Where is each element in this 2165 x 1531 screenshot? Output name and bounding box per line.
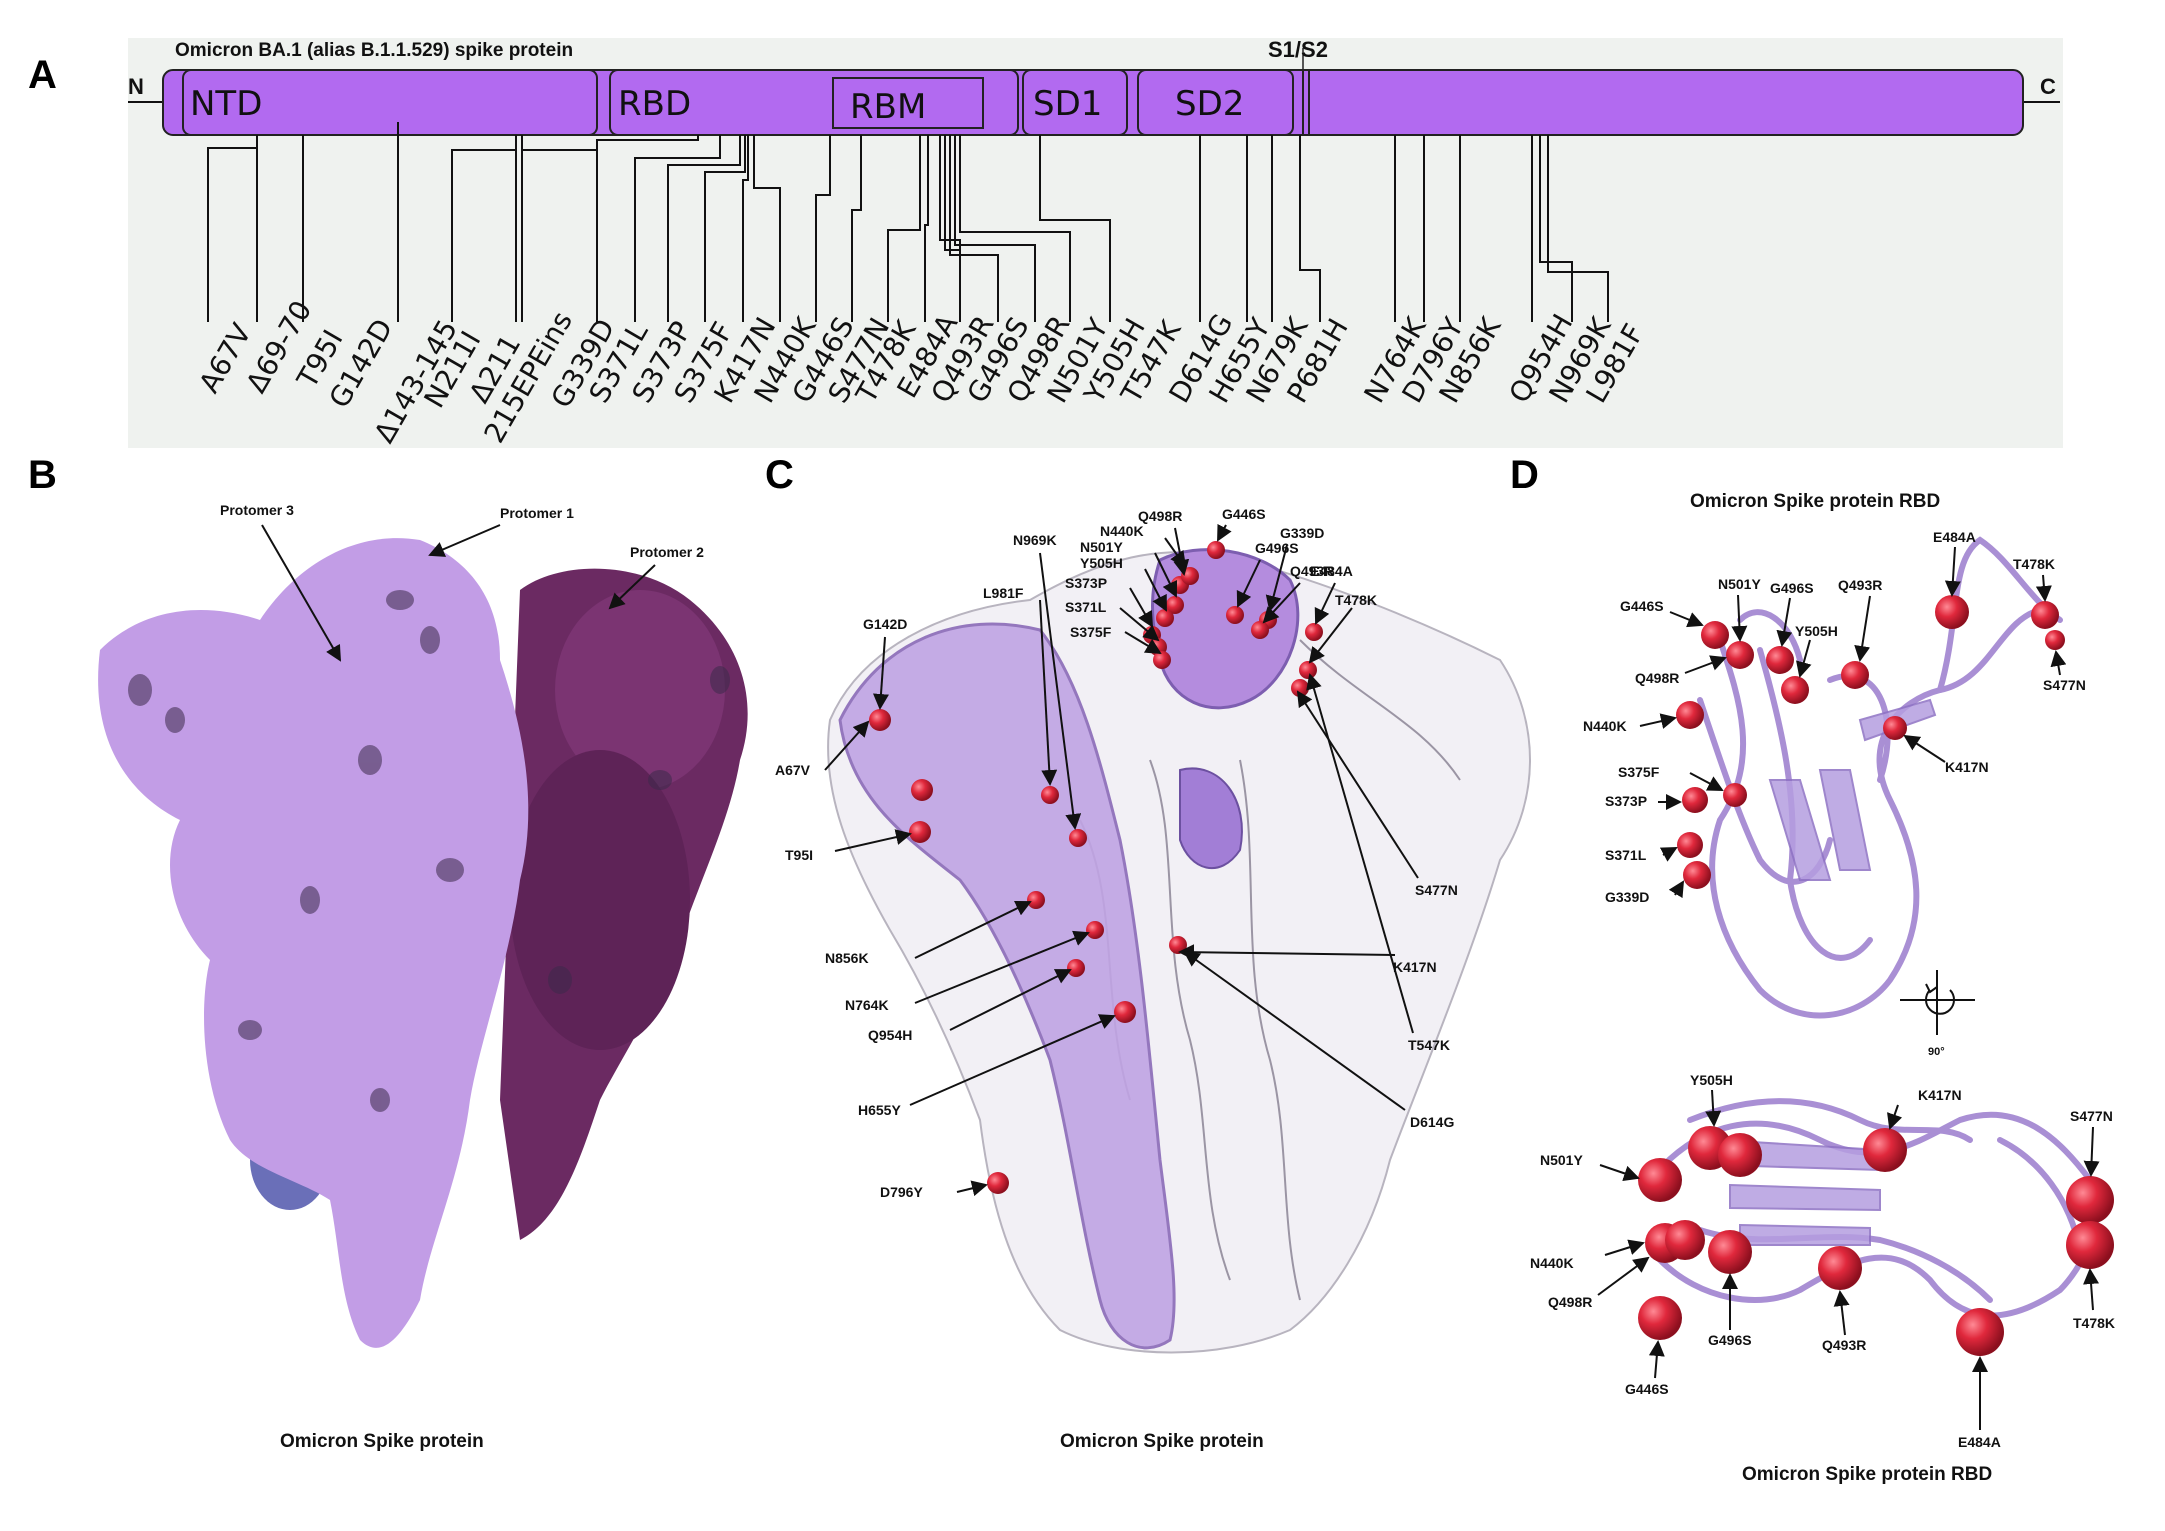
panel-d: D Omicron Spike protein RBD — [1510, 453, 2115, 1485]
panel-d-top-label: G446S — [1620, 598, 1664, 614]
panel-d-bottom-label: G496S — [1708, 1332, 1752, 1348]
panel-d-top-label: E484A — [1933, 529, 1976, 545]
panel-c-label: T95I — [785, 847, 813, 863]
ntd-domain — [182, 69, 598, 136]
panel-c-label: E484A — [1310, 563, 1353, 579]
panel-a: A Omicron BA.1 (alias B.1.1.529) spike p… — [28, 37, 2063, 449]
panel-d-top-label: Y505H — [1795, 623, 1838, 639]
panel-d-bottom-label: T478K — [2073, 1315, 2115, 1331]
protomer-2-label: Protomer 2 — [630, 544, 704, 560]
panel-c-label: G446S — [1222, 506, 1266, 522]
panel-c-label: K417N — [1393, 959, 1437, 975]
n-terminus-label: N — [128, 74, 144, 99]
panel-c-label: N501Y — [1080, 539, 1123, 555]
panel-c: C — [765, 453, 1531, 1452]
panel-d-top-label: S373P — [1605, 793, 1647, 809]
panel-d-top-label: G496S — [1770, 580, 1814, 596]
rotation-90-icon — [1900, 970, 1975, 1035]
rotation-label: 90° — [1928, 1046, 1945, 1058]
panel-d-top-label: S375F — [1618, 764, 1660, 780]
panel-c-label: N856K — [825, 950, 869, 966]
rbd-ribbon-top — [1697, 536, 2063, 1019]
panel-d-bottom-label: Q493R — [1822, 1337, 1866, 1353]
panel-c-label: T547K — [1408, 1037, 1450, 1053]
rbm-domain — [832, 77, 984, 129]
panel-c-label: D796Y — [880, 1184, 923, 1200]
panel-c-label: A67V — [775, 762, 811, 778]
panel-d-top-label: G339D — [1605, 889, 1649, 905]
panel-d-top-label: T478K — [2013, 556, 2055, 572]
panel-d-bottom-label: N440K — [1530, 1255, 1574, 1271]
protomer-3-label: Protomer 3 — [220, 502, 294, 518]
panel-d-bottom-label: Q498R — [1548, 1294, 1592, 1310]
panel-c-label: H655Y — [858, 1102, 901, 1118]
panel-d-top-label: K417N — [1945, 759, 1989, 775]
panel-a-letter: A — [28, 53, 57, 97]
panel-d-bottom-label: G446S — [1625, 1381, 1669, 1397]
panel-d-top-title: Omicron Spike protein RBD — [1690, 491, 1940, 512]
panel-c-label: Q954H — [868, 1027, 912, 1043]
protomer-1-density — [98, 538, 529, 1348]
panel-c-label: S373P — [1065, 575, 1107, 591]
panel-d-top-label: N440K — [1583, 718, 1627, 734]
domain-label-sd1: SD1 — [1033, 84, 1102, 124]
panel-c-label: S371L — [1065, 599, 1107, 615]
panel-d-bottom-label: N501Y — [1540, 1152, 1583, 1168]
panel-c-label: N764K — [845, 997, 889, 1013]
panel-c-label: G339D — [1280, 525, 1324, 541]
panel-d-letter: D — [1510, 453, 1539, 497]
panel-c-label: Y505H — [1080, 555, 1123, 571]
spike-protein-title: Omicron BA.1 (alias B.1.1.529) spike pro… — [175, 40, 573, 61]
panel-d-top-spheres — [1676, 595, 2065, 889]
panel-c-label: Q493R — [1290, 563, 1334, 579]
panel-d-top-label: Q493R — [1838, 577, 1882, 593]
panel-d-bottom-caption: Omicron Spike protein RBD — [1742, 1464, 1992, 1485]
panel-b: B Protomer 3 — [28, 453, 748, 1452]
rbd-domain — [609, 69, 1019, 136]
panel-c-label: D614G — [1410, 1114, 1454, 1130]
spike-density-map — [98, 538, 748, 1348]
panel-d-top-label: S371L — [1605, 847, 1647, 863]
panel-c-label: Q498R — [1138, 508, 1182, 524]
panel-c-label: L981F — [983, 585, 1024, 601]
panel-c-letter: C — [765, 453, 794, 497]
panel-d-top-label: Q498R — [1635, 670, 1679, 686]
panel-c-label: T478K — [1335, 592, 1377, 608]
s1-s2-cleavage-label: S1/S2 — [1268, 37, 1328, 62]
panel-d-bottom-spheres — [1638, 1126, 2114, 1356]
panel-c-label: G496S — [1255, 540, 1299, 556]
panel-d-bottom-label: E484A — [1958, 1434, 2001, 1450]
panel-d-bottom-label: Y505H — [1690, 1072, 1733, 1088]
panel-c-label: G142D — [863, 616, 907, 632]
domain-label-rbm: RBM — [850, 87, 926, 127]
protomer-1-label: Protomer 1 — [500, 505, 574, 521]
panel-c-caption: Omicron Spike protein — [1060, 1431, 1264, 1452]
domain-label-sd2: SD2 — [1175, 84, 1244, 124]
mutation-leader-lines — [207, 122, 1609, 322]
sd1-domain — [1022, 69, 1128, 136]
panel-d-top-label: N501Y — [1718, 576, 1761, 592]
panel-b-letter: B — [28, 453, 57, 497]
c-terminus-label: C — [2040, 74, 2056, 99]
domain-label-rbd: RBD — [618, 84, 691, 124]
panel-d-top-label: S477N — [2043, 677, 2086, 693]
panel-c-label: N440K — [1100, 523, 1144, 539]
panel-d-bottom-label: K417N — [1918, 1087, 1962, 1103]
panel-c-label: S375F — [1070, 624, 1112, 640]
panel-c-label: N969K — [1013, 532, 1057, 548]
sd2-domain — [1137, 69, 1294, 136]
domain-label-ntd: NTD — [190, 84, 262, 124]
panel-c-label: S477N — [1415, 882, 1458, 898]
panel-d-bottom-label: S477N — [2070, 1108, 2113, 1124]
panel-b-caption: Omicron Spike protein — [280, 1431, 484, 1452]
